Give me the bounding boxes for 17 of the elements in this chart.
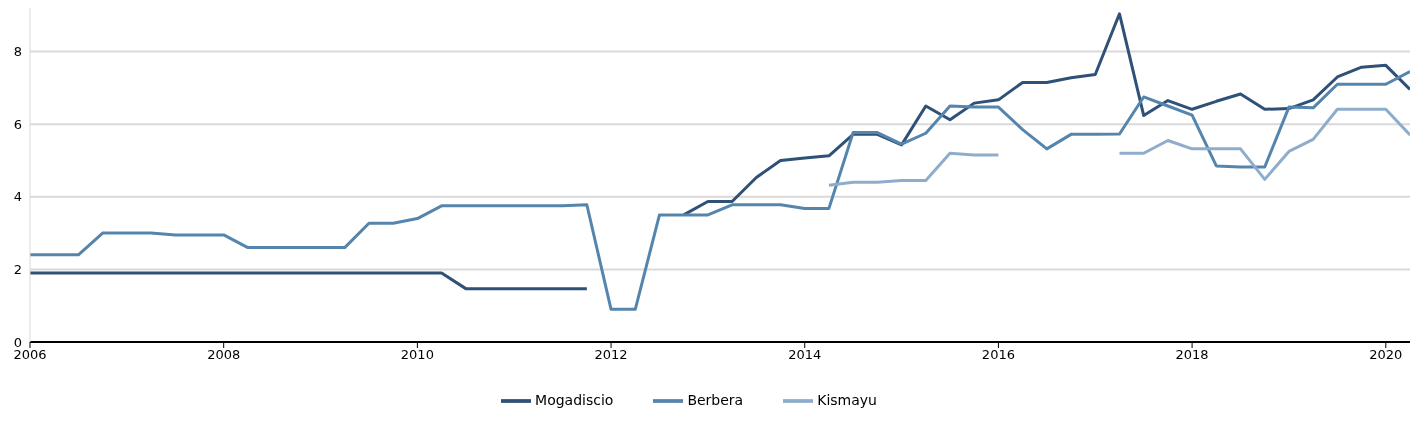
- y-tick-label: 6: [13, 116, 22, 132]
- x-tick-label: 2008: [207, 347, 241, 363]
- y-tick-label: 8: [13, 44, 22, 60]
- legend-label: Kismayu: [817, 392, 877, 408]
- legend-label: Mogadiscio: [535, 392, 614, 408]
- x-tick-label: 2016: [981, 347, 1015, 363]
- x-tick-label: 2020: [1369, 347, 1403, 363]
- x-tick-label: 2010: [400, 347, 434, 363]
- y-tick-label: 0: [13, 334, 22, 350]
- x-tick-label: 2012: [594, 347, 628, 363]
- x-tick-label: 2018: [1175, 347, 1209, 363]
- x-tick-label: 2014: [788, 347, 822, 363]
- y-tick-label: 2: [13, 262, 22, 278]
- line-series: [30, 70, 1410, 311]
- y-tick-label: 4: [13, 189, 22, 205]
- legend-label: Berbera: [687, 392, 744, 408]
- x-tick-label: 2006: [13, 347, 47, 363]
